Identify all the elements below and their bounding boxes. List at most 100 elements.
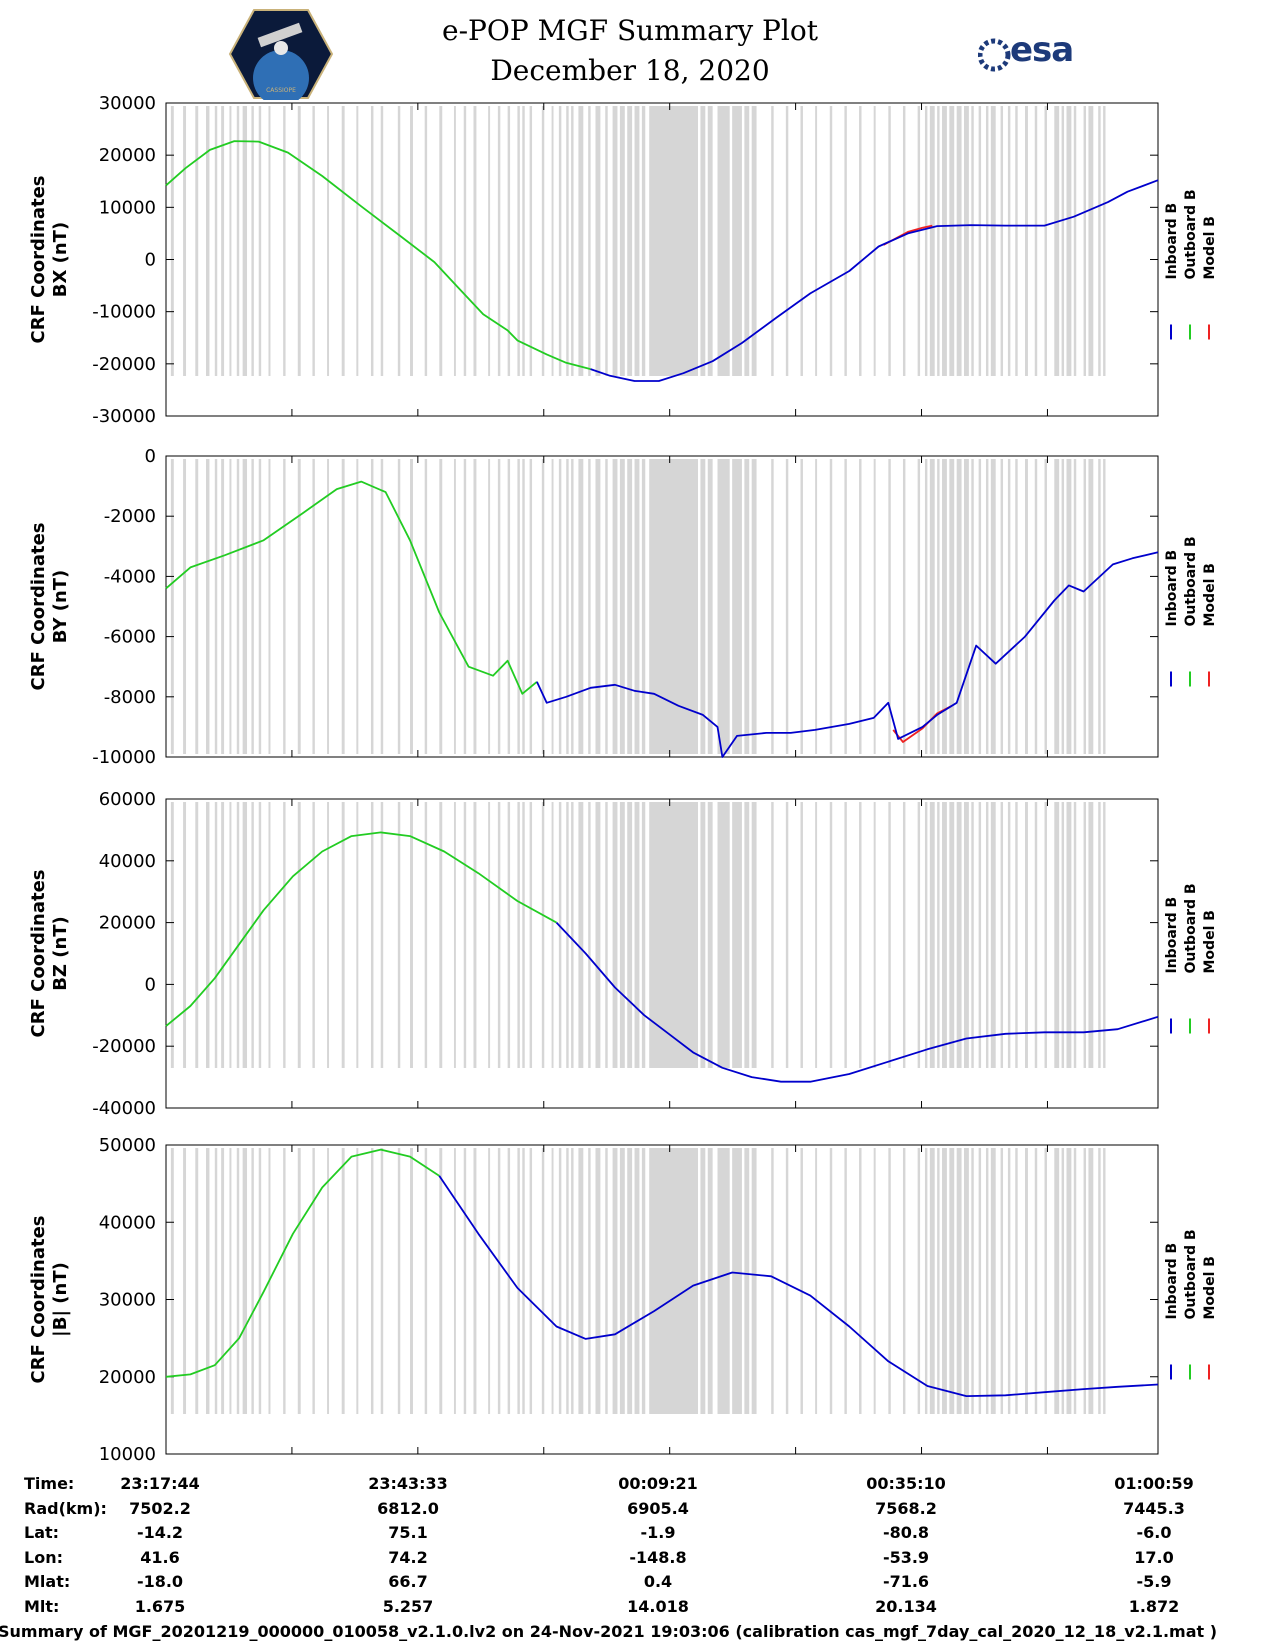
gap-band xyxy=(473,106,477,376)
y-axis-label-line1: CRF Coordinates xyxy=(28,523,49,691)
gap-band xyxy=(829,459,833,754)
axes-box xyxy=(165,455,1159,758)
gap-band xyxy=(206,106,210,376)
y-tick-label: -20000 xyxy=(92,354,156,375)
gap-band xyxy=(242,459,248,754)
gap-band xyxy=(751,802,757,1068)
gap-band xyxy=(937,802,940,1068)
gap-band xyxy=(183,106,187,376)
gap-band xyxy=(1083,1148,1087,1414)
gap-band xyxy=(341,1148,345,1414)
gap-band xyxy=(771,106,774,376)
gap-band xyxy=(978,459,982,754)
gap-band xyxy=(578,1148,584,1414)
table-cell: 20.134 xyxy=(875,1596,937,1616)
gap-band xyxy=(595,106,601,376)
gap-band xyxy=(380,1148,384,1414)
gap-band xyxy=(206,459,210,754)
gap-band xyxy=(251,802,254,1068)
gap-band xyxy=(229,459,232,754)
gap-band xyxy=(605,106,608,376)
gap-band xyxy=(551,1148,554,1414)
gap-band xyxy=(873,106,876,376)
gap-band xyxy=(522,459,525,754)
table-cell: 23:17:44 xyxy=(120,1474,200,1493)
row-label: Lat: xyxy=(24,1523,60,1542)
gap-band xyxy=(283,459,286,754)
gap-band xyxy=(463,106,467,376)
gap-band xyxy=(397,106,401,376)
gap-band xyxy=(595,1148,601,1414)
gap-band xyxy=(815,459,818,754)
gap-band xyxy=(183,1148,187,1414)
y-axis-label-line1: CRF Coordinates xyxy=(28,176,49,344)
y-tick-label: 20000 xyxy=(99,913,156,934)
gap-band xyxy=(744,459,750,754)
gap-band xyxy=(619,1148,625,1414)
gap-band xyxy=(924,106,928,376)
gap-band xyxy=(251,1148,254,1414)
gap-band xyxy=(1061,1148,1065,1414)
legend-label: Outboard B xyxy=(1183,536,1199,626)
gap-band xyxy=(971,106,974,376)
gap-band xyxy=(707,106,713,376)
gap-band xyxy=(627,459,633,754)
gap-band xyxy=(341,106,345,376)
logo-left-text: CASSIOPE xyxy=(266,87,296,94)
y-tick-label: 20000 xyxy=(99,1367,156,1388)
y-tick-label: 10000 xyxy=(99,1444,156,1465)
y-tick-label: -2000 xyxy=(104,506,156,527)
gap-band xyxy=(588,1148,591,1414)
gap-band xyxy=(195,459,199,754)
gap-band xyxy=(522,1148,525,1414)
gap-band xyxy=(1000,802,1004,1068)
y-axis-label-line2: |B| (nT) xyxy=(50,1262,71,1337)
gap-band xyxy=(1034,1148,1038,1414)
gap-band xyxy=(488,106,491,376)
gap-band xyxy=(327,106,330,376)
gap-band xyxy=(453,459,456,754)
table-cell: 7568.2 xyxy=(875,1498,937,1518)
gap-band xyxy=(641,106,646,376)
gap-band xyxy=(541,802,545,1068)
gap-band xyxy=(771,1148,774,1414)
legend-label: Inboard B xyxy=(1164,897,1180,974)
gap-band xyxy=(829,1148,833,1414)
gap-band xyxy=(619,106,625,376)
gap-band xyxy=(815,1148,818,1414)
gap-band xyxy=(1066,459,1072,754)
table-cell: 75.1 xyxy=(388,1523,428,1542)
gap-band xyxy=(356,106,359,376)
gap-band xyxy=(507,1148,511,1414)
gap-band xyxy=(929,1148,935,1414)
table-row: Lon: 41.6 74.2 -148.8 -53.9 17.0 xyxy=(0,1548,1275,1572)
table-cell: 7502.2 xyxy=(129,1498,191,1518)
gap-band xyxy=(1066,106,1072,376)
table-cell: 00:35:10 xyxy=(866,1474,946,1493)
gap-band xyxy=(410,1148,413,1414)
gap-band xyxy=(717,459,730,754)
gap-band xyxy=(744,802,750,1068)
gap-band xyxy=(751,459,757,754)
y-tick-label: -40000 xyxy=(92,1098,156,1119)
gap-band xyxy=(649,1148,698,1414)
gap-band xyxy=(370,802,374,1068)
y-tick-label: 30000 xyxy=(99,93,156,114)
gap-band xyxy=(578,106,584,376)
gap-band xyxy=(942,459,947,754)
gap-band xyxy=(312,1148,315,1414)
gap-band xyxy=(214,459,218,754)
table-cell: -148.8 xyxy=(629,1547,687,1567)
table-cell: -1.9 xyxy=(640,1523,676,1542)
gap-band xyxy=(1034,459,1038,754)
gap-band xyxy=(206,1148,210,1414)
gap-band xyxy=(268,459,271,754)
gap-band xyxy=(1034,106,1038,376)
gap-band xyxy=(942,802,947,1068)
gap-band xyxy=(221,106,225,376)
gap-band xyxy=(949,802,955,1068)
row-label: Time: xyxy=(24,1474,75,1493)
gap-band xyxy=(229,802,232,1068)
gap-band xyxy=(859,459,862,754)
gap-band xyxy=(956,459,962,754)
